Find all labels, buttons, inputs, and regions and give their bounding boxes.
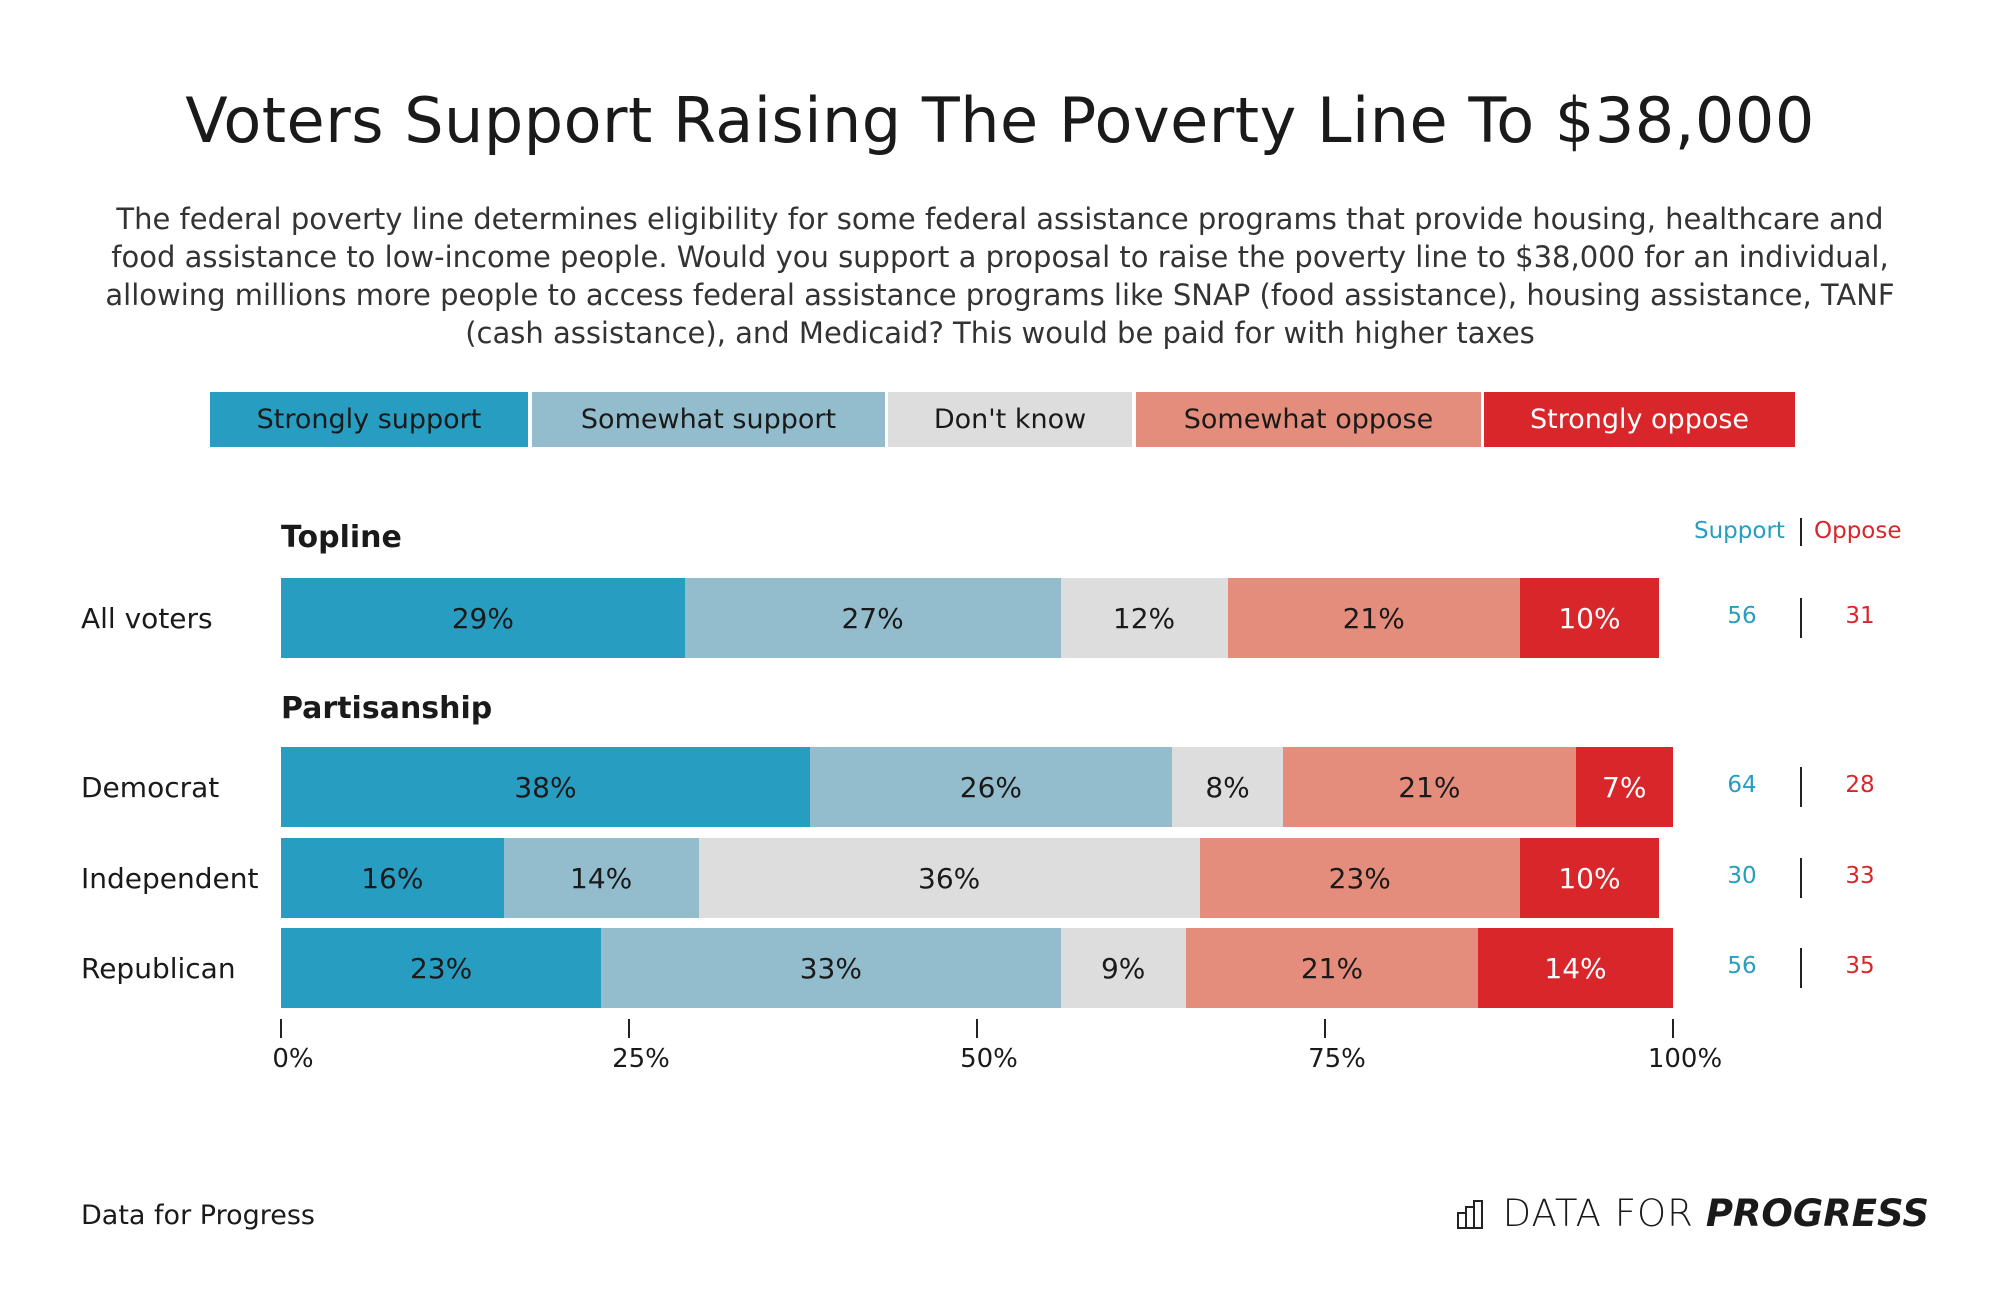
axis-tick-label: 100% bbox=[1647, 1044, 1723, 1074]
net-divider bbox=[1800, 948, 1802, 988]
row-label: Republican bbox=[81, 952, 236, 985]
axis-tick bbox=[1324, 1019, 1326, 1038]
oppose-header: Oppose bbox=[1814, 518, 1902, 544]
source-note: Data for Progress bbox=[81, 1200, 315, 1231]
bar-segment: 29% bbox=[281, 578, 685, 658]
axis-tick-label: 25% bbox=[612, 1044, 670, 1074]
bar-segment: 27% bbox=[684, 578, 1061, 658]
section-label: Partisanship bbox=[281, 691, 493, 726]
support-value: 56 bbox=[1727, 603, 1757, 629]
section-label: Topline bbox=[281, 520, 402, 555]
oppose-value: 33 bbox=[1845, 863, 1875, 889]
bar-segment: 36% bbox=[698, 838, 1200, 918]
support-value: 30 bbox=[1727, 863, 1757, 889]
bar-segment: 23% bbox=[281, 928, 602, 1008]
row-label: Independent bbox=[81, 862, 259, 895]
oppose-value: 35 bbox=[1845, 953, 1875, 979]
logo-text-bold: PROGRESS bbox=[1705, 1192, 1929, 1235]
bar-segment: 38% bbox=[281, 747, 810, 827]
bar-chart-logo-icon bbox=[1456, 1199, 1483, 1229]
oppose-value: 31 bbox=[1845, 603, 1875, 629]
bar-segment: 26% bbox=[809, 747, 1172, 827]
bar-segment: 21% bbox=[1283, 747, 1576, 827]
axis-tick bbox=[628, 1019, 630, 1038]
axis-tick bbox=[1672, 1019, 1674, 1038]
bar-segment: 12% bbox=[1060, 578, 1228, 658]
legend-item-don-t-know: Don't know bbox=[888, 392, 1132, 447]
bar-segment: 10% bbox=[1519, 838, 1660, 918]
bar-segment: 8% bbox=[1171, 747, 1284, 827]
bar-segment: 23% bbox=[1199, 838, 1520, 918]
legend-item-strongly-support: Strongly support bbox=[210, 392, 528, 447]
net-header-divider bbox=[1800, 518, 1802, 546]
axis-tick-label: 75% bbox=[1308, 1044, 1366, 1074]
bar-segment: 9% bbox=[1060, 928, 1186, 1008]
legend-item-somewhat-oppose: Somewhat oppose bbox=[1136, 392, 1481, 447]
axis-tick bbox=[280, 1019, 282, 1038]
oppose-value: 28 bbox=[1845, 772, 1875, 798]
logo: DATA FOR PROGRESS bbox=[1456, 1192, 1929, 1235]
bar-segment: 21% bbox=[1227, 578, 1520, 658]
net-divider bbox=[1800, 767, 1802, 807]
bar-segment: 14% bbox=[503, 838, 699, 918]
row-label: All voters bbox=[81, 602, 213, 635]
chart-subtitle: The federal poverty line determines elig… bbox=[105, 202, 1895, 350]
logo-text-light: DATA FOR bbox=[1502, 1192, 1694, 1235]
support-value: 64 bbox=[1727, 772, 1757, 798]
bar-segment: 21% bbox=[1185, 928, 1479, 1008]
support-header: Support bbox=[1694, 518, 1785, 544]
net-divider bbox=[1800, 598, 1802, 638]
bar-segment: 33% bbox=[601, 928, 1061, 1008]
axis-tick-label: 50% bbox=[960, 1044, 1018, 1074]
legend-item-strongly-oppose: Strongly oppose bbox=[1484, 392, 1795, 447]
axis-tick-label: 0% bbox=[272, 1044, 314, 1074]
legend-item-somewhat-support: Somewhat support bbox=[532, 392, 885, 447]
row-label: Democrat bbox=[81, 771, 220, 804]
bar-segment: 7% bbox=[1575, 747, 1673, 827]
net-divider bbox=[1800, 858, 1802, 898]
bar-segment: 16% bbox=[281, 838, 504, 918]
bar-segment: 14% bbox=[1478, 928, 1673, 1008]
bar-segment: 10% bbox=[1519, 578, 1660, 658]
support-value: 56 bbox=[1727, 953, 1757, 979]
chart-title: Voters Support Raising The Poverty Line … bbox=[185, 84, 1815, 157]
axis-tick bbox=[976, 1019, 978, 1038]
